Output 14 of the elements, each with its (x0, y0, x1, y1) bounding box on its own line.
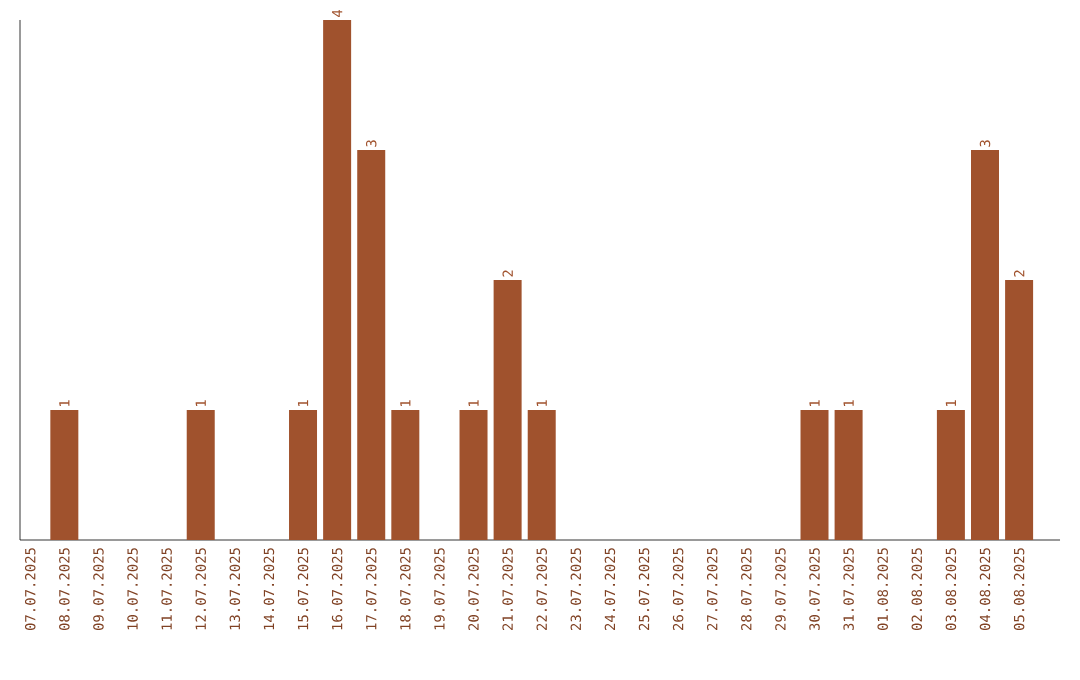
bar (459, 410, 488, 540)
bar (391, 410, 420, 540)
bar (289, 410, 318, 540)
bar (834, 410, 863, 540)
bar (527, 410, 556, 540)
bar (323, 19, 352, 540)
bar (971, 150, 999, 540)
bar (800, 410, 829, 540)
bar (357, 150, 386, 540)
bar (1005, 280, 1034, 540)
bar (936, 410, 965, 540)
bar (493, 280, 522, 540)
bar (50, 410, 79, 540)
bar (186, 410, 215, 540)
